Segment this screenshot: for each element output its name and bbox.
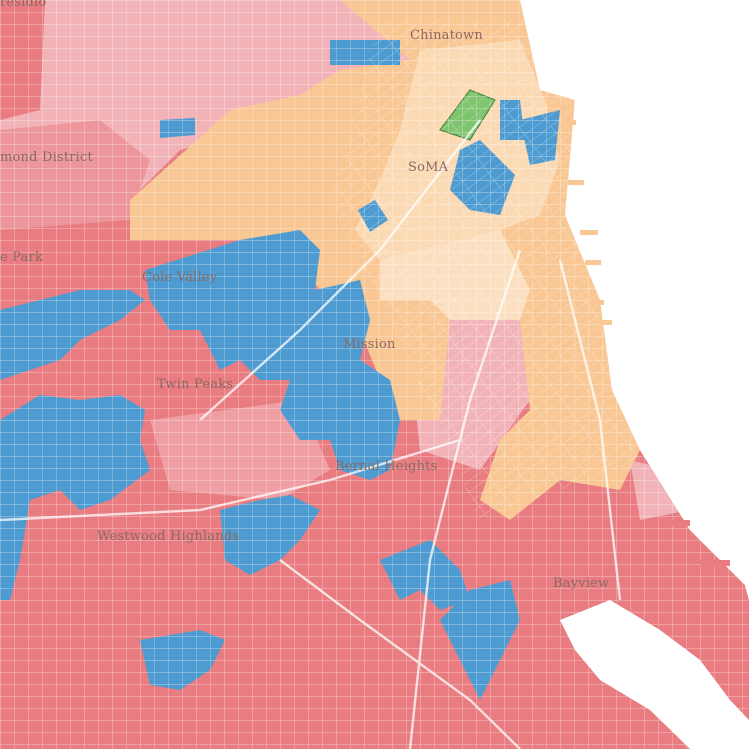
street-grid-diagonal — [330, 20, 640, 520]
map-label-golden-gate-park: e Park — [0, 250, 44, 265]
map-label-bayview: Bayview — [553, 576, 610, 591]
map-label-richmond-district: mond District — [0, 150, 93, 165]
water-bay — [520, 0, 749, 600]
map-label-cole-valley: Cole Valley — [142, 270, 218, 285]
map-label-presidio: residio — [0, 0, 47, 10]
map-label-soma: SoMA — [408, 160, 449, 175]
map-label-chinatown: Chinatown — [410, 28, 483, 43]
map-label-twin-peaks: Twin Peaks — [157, 377, 234, 392]
map-label-bernal-heights: Bernal Heights — [335, 459, 438, 474]
map-label-westwood-highlands: Westwood Highlands — [97, 529, 240, 544]
water-islais-creek — [560, 600, 749, 749]
piers — [560, 105, 612, 325]
major-roads — [0, 119, 622, 749]
map-label-mission: Mission — [343, 337, 396, 352]
piers-south — [660, 520, 730, 566]
